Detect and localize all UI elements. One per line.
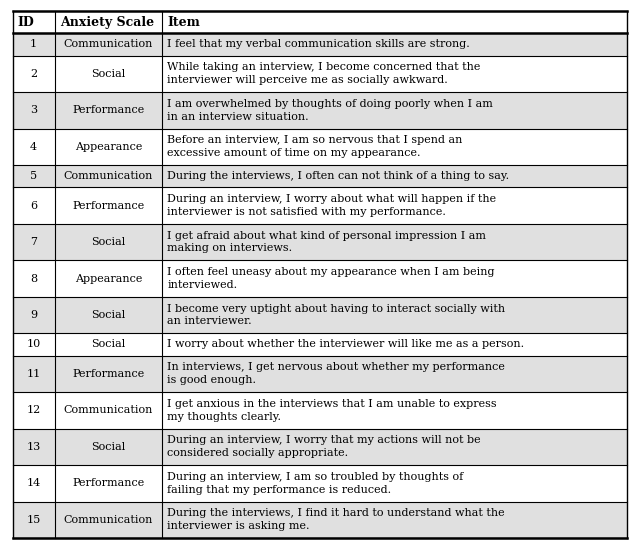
Bar [13,429,627,465]
Text: Performance: Performance [72,105,145,115]
Text: I worry about whether the interviewer will like me as a person.: I worry about whether the interviewer wi… [167,339,524,349]
Text: 11: 11 [27,369,41,379]
Bar [13,502,627,538]
Text: Social: Social [92,339,125,349]
Bar [13,356,627,392]
Text: During an interview, I am so troubled by thoughts of
failing that my performance: During an interview, I am so troubled by… [167,472,463,495]
Text: 3: 3 [30,105,37,115]
Text: In interviews, I get nervous about whether my performance
is good enough.: In interviews, I get nervous about wheth… [167,362,505,385]
Text: Communication: Communication [63,515,153,525]
Text: 5: 5 [30,171,37,181]
Bar [13,297,627,333]
Bar [13,55,627,92]
Text: I become very uptight about having to interact socially with
an interviewer.: I become very uptight about having to in… [167,304,506,327]
Text: 4: 4 [30,142,37,152]
Bar [13,260,627,297]
Text: Social: Social [92,310,125,320]
Text: Communication: Communication [63,40,153,49]
Text: During an interview, I worry about what will happen if the
interviewer is not sa: During an interview, I worry about what … [167,194,497,217]
Bar [13,224,627,260]
Bar [13,165,627,187]
Text: During an interview, I worry that my actions will not be
considered socially app: During an interview, I worry that my act… [167,435,481,458]
Text: Communication: Communication [63,405,153,415]
Text: 12: 12 [27,405,41,415]
Bar [13,465,627,502]
Text: 8: 8 [30,273,37,283]
Text: Performance: Performance [72,478,145,488]
Text: 13: 13 [27,442,41,452]
Text: ID: ID [18,15,35,29]
Text: Performance: Performance [72,369,145,379]
Text: I often feel uneasy about my appearance when I am being
interviewed.: I often feel uneasy about my appearance … [167,267,495,290]
Text: 15: 15 [27,515,41,525]
Text: I am overwhelmed by thoughts of doing poorly when I am
in an interview situation: I am overwhelmed by thoughts of doing po… [167,99,493,122]
Text: Item: Item [167,15,200,29]
Bar [13,33,627,55]
Text: Anxiety Scale: Anxiety Scale [60,15,154,29]
Text: I feel that my verbal communication skills are strong.: I feel that my verbal communication skil… [167,40,470,49]
Text: 6: 6 [30,200,37,211]
Text: Social: Social [92,237,125,247]
Text: 10: 10 [27,339,41,349]
Bar [13,11,627,33]
Text: Before an interview, I am so nervous that I spend an
excessive amount of time on: Before an interview, I am so nervous tha… [167,136,463,158]
Text: Social: Social [92,69,125,79]
Text: Performance: Performance [72,200,145,211]
Bar [13,92,627,128]
Text: Communication: Communication [63,171,153,181]
Text: 7: 7 [30,237,37,247]
Bar [13,392,627,429]
Text: While taking an interview, I become concerned that the
interviewer will perceive: While taking an interview, I become conc… [167,63,481,85]
Bar [13,187,627,224]
Text: During the interviews, I find it hard to understand what the
interviewer is aski: During the interviews, I find it hard to… [167,508,505,531]
Bar [13,128,627,165]
Text: 1: 1 [30,40,37,49]
Text: 2: 2 [30,69,37,79]
Text: Appearance: Appearance [75,142,142,152]
Text: 9: 9 [30,310,37,320]
Text: Social: Social [92,442,125,452]
Bar [13,333,627,356]
Text: During the interviews, I often can not think of a thing to say.: During the interviews, I often can not t… [167,171,509,181]
Text: 14: 14 [27,478,41,488]
Text: Appearance: Appearance [75,273,142,283]
Text: I get afraid about what kind of personal impression I am
making on interviews.: I get afraid about what kind of personal… [167,231,486,254]
Text: I get anxious in the interviews that I am unable to express
my thoughts clearly.: I get anxious in the interviews that I a… [167,399,497,422]
